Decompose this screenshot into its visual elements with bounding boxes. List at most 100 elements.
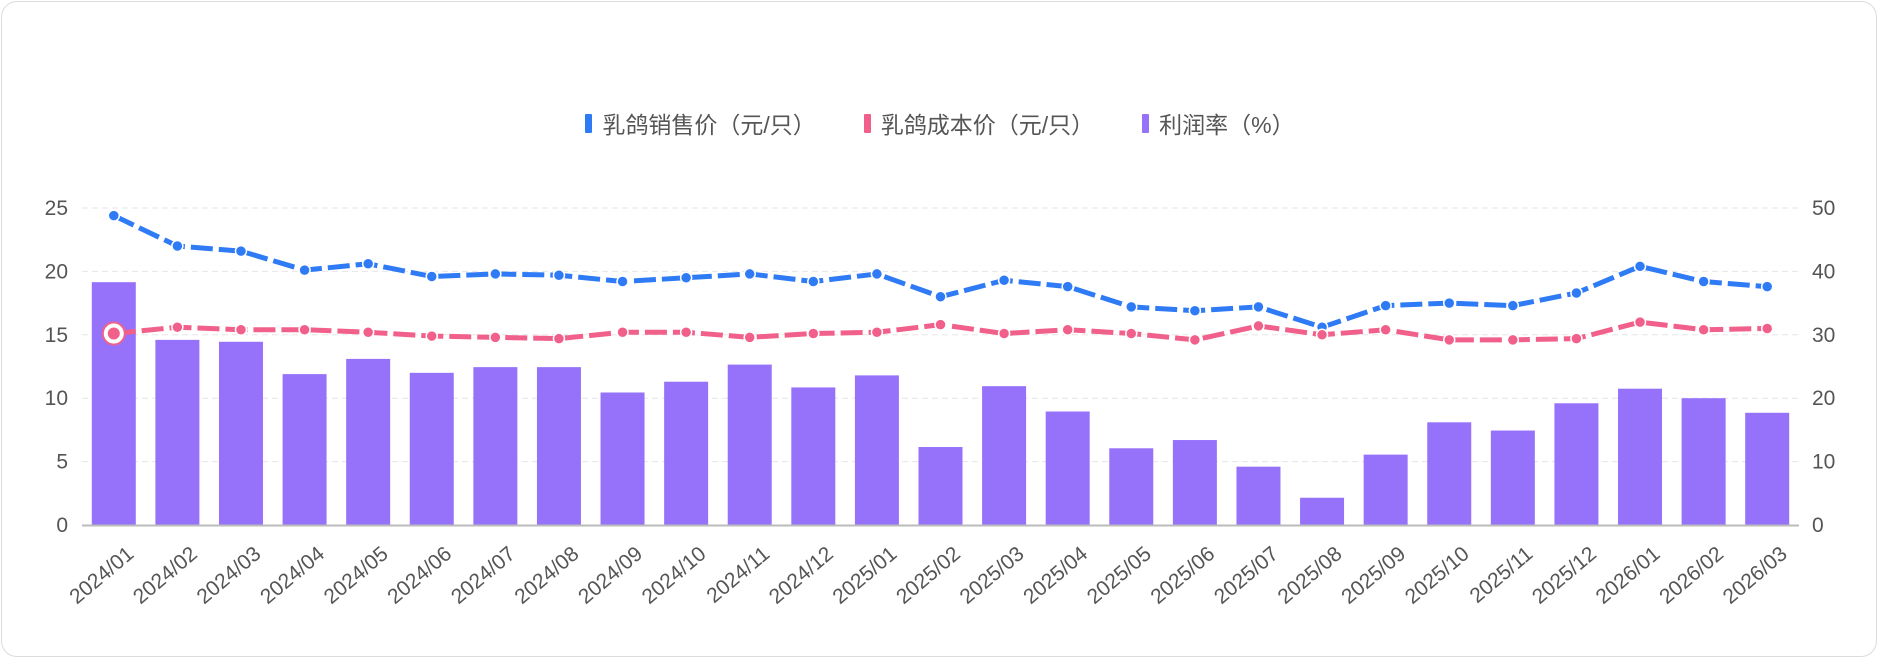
cost-price-point (1125, 327, 1138, 340)
x-tick-label: 2026/02 (1655, 542, 1728, 608)
profit-bar (982, 386, 1027, 525)
sale-price-point (1760, 280, 1774, 293)
profit-bar (409, 372, 454, 525)
legend-label: 利润率（%） (1159, 112, 1295, 138)
sale-price-point (997, 274, 1011, 287)
x-tick-label: 2024/11 (702, 542, 774, 607)
sale-price-point (1442, 296, 1456, 310)
sale-price-point (361, 257, 375, 271)
profit-bar (282, 374, 327, 525)
x-tick-label: 2024/12 (765, 542, 838, 608)
cost-price-point (1570, 332, 1583, 345)
cost-price-point (1315, 328, 1329, 342)
cost-price-point (489, 331, 502, 344)
x-tick-label: 2025/07 (1210, 542, 1283, 608)
y-left-tick-label: 5 (56, 451, 68, 474)
x-tick-label: 2026/01 (1592, 542, 1665, 608)
sale-price-point (870, 267, 884, 281)
x-tick-label: 2026/03 (1719, 542, 1792, 608)
y-left-tick-label: 20 (45, 260, 68, 283)
sale-price-point (616, 275, 629, 288)
legend-item-sale-price[interactable]: 乳鸽销售价（元/只） (585, 106, 816, 140)
x-tick-label: 2024/10 (638, 542, 711, 608)
sale-price-point (1633, 260, 1647, 273)
x-tick-label: 2025/11 (1466, 542, 1538, 607)
profit-bar (1300, 497, 1345, 525)
sale-price-point (171, 239, 184, 253)
profit-bar (791, 387, 836, 525)
x-tick-label: 2025/04 (1019, 542, 1092, 609)
profit-bar (1427, 422, 1472, 525)
x-tick-label: 2025/06 (1146, 542, 1219, 608)
sale-price-point (234, 244, 248, 258)
cost-price-point (552, 332, 566, 345)
x-tick-label: 2025/01 (828, 542, 901, 608)
sale-price-point (679, 271, 693, 284)
legend: 乳鸽销售价（元/只） 乳鸽成本价（元/只） 利润率（%） (0, 106, 1880, 140)
sale-price-point (425, 270, 439, 283)
y-left-tick-label: 0 (56, 514, 68, 537)
profit-bar (1681, 398, 1726, 525)
cost-price-point (1188, 333, 1202, 347)
profit-bar (1236, 466, 1281, 525)
sale-price-point (1506, 299, 1520, 312)
profit-bar (727, 364, 772, 525)
x-tick-label: 2024/01 (65, 542, 138, 608)
x-tick-label: 2025/10 (1401, 542, 1474, 608)
sale-price-point (107, 209, 121, 222)
sale-price-point (1252, 300, 1265, 314)
cost-price-point (870, 326, 884, 339)
sale-price-point (934, 290, 947, 304)
x-tick-label: 2024/04 (256, 542, 329, 609)
cost-price-point (934, 318, 947, 331)
cost-price-point (679, 326, 693, 339)
sale-price-point (1697, 275, 1710, 288)
x-tick-label: 2024/07 (447, 542, 520, 608)
legend-swatch-icon (1142, 113, 1150, 133)
y-left-tick-label: 25 (45, 197, 68, 220)
cost-price-point (1633, 315, 1647, 329)
y-right-tick-label: 20 (1812, 387, 1835, 410)
cost-price-point (425, 329, 439, 343)
cost-price-point (1379, 323, 1392, 336)
cost-price-point (1061, 323, 1074, 336)
cost-price-point (298, 323, 311, 336)
y-right-tick-label: 0 (1812, 514, 1824, 537)
legend-item-cost-price[interactable]: 乳鸽成本价（元/只） (863, 106, 1094, 140)
x-tick-label: 2025/05 (1083, 542, 1156, 608)
cost-price-point (807, 327, 820, 340)
profit-bar (1618, 388, 1663, 525)
sale-price-point (1570, 286, 1583, 300)
cost-price-point (743, 331, 756, 344)
sale-price-point (298, 263, 311, 277)
sale-price-point (807, 275, 820, 288)
cost-price-point (1442, 333, 1456, 347)
profit-bar (91, 282, 136, 525)
profit-bar (1554, 403, 1599, 525)
x-tick-label: 2025/12 (1528, 542, 1601, 608)
x-tick-label: 2024/03 (193, 542, 266, 608)
profit-bar (664, 381, 709, 525)
legend-swatch-icon (585, 113, 593, 133)
x-tick-label: 2025/03 (956, 542, 1029, 608)
x-tick-label: 2024/02 (129, 542, 202, 608)
profit-bar (218, 341, 263, 525)
profit-bar (536, 367, 581, 525)
x-tick-label: 2024/05 (320, 542, 393, 608)
cost-price-point (1760, 322, 1774, 335)
legend-swatch-icon (863, 113, 871, 133)
profit-bar (1363, 454, 1408, 525)
sale-price-point (1188, 304, 1202, 317)
profit-bar (1172, 440, 1217, 525)
legend-item-profit-rate[interactable]: 利润率（%） (1142, 106, 1295, 140)
profit-bar (1109, 448, 1154, 525)
x-tick-label: 2024/09 (574, 542, 647, 608)
profit-bar (600, 392, 645, 525)
cost-price-point (361, 326, 375, 339)
cost-price-point (1506, 333, 1520, 347)
x-tick-label: 2024/08 (510, 542, 583, 608)
sale-price-line (112, 213, 1768, 330)
y-right-tick-label: 50 (1812, 197, 1835, 220)
y-right-tick-label: 30 (1812, 324, 1835, 347)
